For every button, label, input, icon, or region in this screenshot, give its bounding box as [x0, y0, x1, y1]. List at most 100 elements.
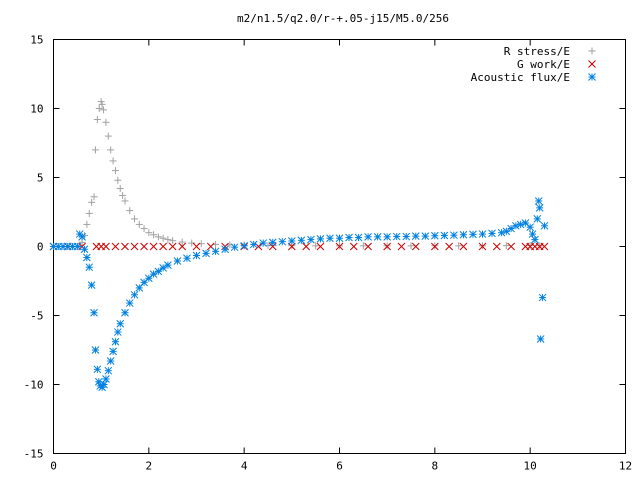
- data-point: [534, 197, 543, 205]
- series-1: [49, 242, 549, 251]
- data-point: [349, 242, 358, 251]
- data-point: [88, 198, 96, 206]
- data-point: [478, 230, 487, 238]
- data-point: [192, 242, 201, 251]
- x-tick-label: 12: [619, 460, 632, 473]
- data-point: [259, 239, 268, 247]
- axes: 0 2 4 6 8 10 12 -15 -10 -5 0 5 10 15: [24, 34, 633, 473]
- data-point: [131, 215, 139, 223]
- data-point: [287, 242, 296, 251]
- data-point: [526, 241, 534, 249]
- data-point: [159, 242, 167, 251]
- data-point: [221, 245, 229, 254]
- data-point: [383, 232, 392, 241]
- data-point: [149, 242, 158, 251]
- data-point: [78, 232, 86, 241]
- data-point: [445, 242, 453, 251]
- data-point: [98, 100, 106, 108]
- data-point: [90, 193, 98, 201]
- data-point: [126, 207, 134, 215]
- data-point: [130, 242, 139, 251]
- x-tick-label: 6: [336, 460, 343, 473]
- legend-marker: [588, 60, 596, 68]
- data-point: [533, 215, 542, 223]
- data-point: [397, 242, 406, 251]
- data-point: [140, 225, 148, 233]
- data-point: [104, 366, 113, 375]
- legend-marker: [588, 73, 596, 81]
- data-point: [359, 242, 367, 250]
- data-point: [307, 235, 315, 244]
- legend-marker: [588, 47, 596, 55]
- data-point: [364, 242, 372, 251]
- data-point: [540, 242, 549, 251]
- data-point: [459, 230, 468, 239]
- data-point: [93, 365, 102, 374]
- data-point: [91, 346, 100, 354]
- data-point: [183, 254, 191, 263]
- data-point: [430, 231, 439, 240]
- data-point: [402, 232, 411, 241]
- data-point: [130, 290, 139, 299]
- data-point: [512, 221, 520, 230]
- data-point: [507, 242, 515, 251]
- data-point: [164, 261, 172, 269]
- data-point: [85, 263, 94, 272]
- data-point: [154, 267, 163, 276]
- data-point: [95, 105, 103, 112]
- data-points: [49, 98, 549, 392]
- data-point: [335, 242, 344, 251]
- data-point: [538, 293, 547, 302]
- data-point: [287, 237, 296, 245]
- data-point: [488, 229, 496, 238]
- data-point: [531, 235, 539, 244]
- data-point: [516, 220, 525, 229]
- data-point: [145, 229, 153, 237]
- data-point: [440, 231, 449, 240]
- data-point: [100, 106, 108, 114]
- data-point: [421, 232, 430, 241]
- data-point: [168, 242, 177, 251]
- data-point: [119, 191, 127, 199]
- data-point: [102, 242, 110, 251]
- data-point: [459, 242, 468, 251]
- data-point: [73, 242, 82, 251]
- data-point: [83, 253, 91, 262]
- y-tick-label: 10: [30, 103, 43, 116]
- data-point: [125, 299, 134, 307]
- data-point: [83, 220, 91, 228]
- data-point: [536, 335, 545, 343]
- data-point: [526, 223, 535, 232]
- data-point: [178, 238, 186, 246]
- data-point: [150, 231, 158, 239]
- data-point: [104, 132, 112, 140]
- data-point: [211, 247, 220, 256]
- data-point: [240, 241, 249, 250]
- data-point: [111, 167, 119, 175]
- series-2: [49, 197, 549, 392]
- data-point: [302, 242, 310, 251]
- data-point: [102, 118, 110, 126]
- data-point: [109, 347, 117, 356]
- data-point: [80, 245, 89, 254]
- data-point: [335, 234, 344, 243]
- legend-label: Acoustic flux/E: [471, 71, 570, 84]
- data-point: [121, 242, 129, 251]
- x-tick-label: 8: [432, 460, 439, 473]
- data-point: [102, 375, 110, 383]
- x-tick-label: 4: [241, 460, 248, 473]
- data-point: [492, 242, 501, 251]
- data-point: [159, 234, 167, 242]
- x-tick-label: 10: [524, 460, 537, 473]
- data-point: [164, 236, 172, 244]
- data-point: [85, 209, 93, 217]
- data-point: [178, 242, 187, 251]
- data-point: [169, 237, 177, 245]
- data-point: [312, 242, 320, 250]
- data-point: [109, 157, 117, 165]
- data-point: [373, 232, 382, 241]
- data-point: [93, 116, 101, 124]
- data-point: [113, 328, 122, 336]
